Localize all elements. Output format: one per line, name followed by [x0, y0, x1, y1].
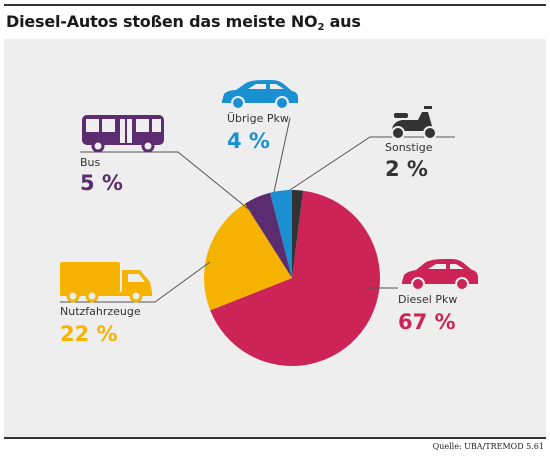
leader-line-uebrige — [273, 117, 291, 193]
car-icon-diesel — [402, 259, 478, 291]
leader-line-bus — [80, 151, 253, 213]
label-uebrige-pkw: Übrige Pkw — [227, 112, 289, 125]
pie-slice-bus — [244, 192, 292, 278]
car-icon-uebrige — [222, 80, 298, 110]
scooter-icon — [391, 106, 437, 140]
label-bus: Bus — [80, 156, 101, 169]
pie-slice-nutzfahrzeuge — [204, 203, 292, 311]
title-subscript: 2 — [317, 22, 325, 33]
bus-icon — [82, 115, 164, 153]
value-bus: 5 % — [80, 171, 123, 195]
value-nutzfahrzeuge: 22 % — [60, 322, 118, 346]
label-nutzfahrzeuge: Nutzfahrzeuge — [60, 305, 141, 318]
value-sonstige: 2 % — [385, 157, 428, 181]
label-sonstige: Sonstige — [385, 141, 433, 154]
bottom-rule — [4, 437, 546, 439]
value-uebrige-pkw: 4 % — [227, 129, 270, 153]
pie-slice-sonstige — [292, 190, 304, 278]
chart-title: Diesel-Autos stoßen das meiste NO2 aus — [6, 12, 361, 33]
title-main: Diesel-Autos stoßen das meiste NO — [6, 12, 318, 31]
title-tail: aus — [324, 12, 361, 31]
source-note: Quelle: UBA/TREMOD 5.61 — [432, 442, 544, 451]
top-rule — [4, 4, 546, 6]
pie-slice-diesel-pkw — [210, 190, 381, 366]
pie-slice-übrige-pkw — [270, 190, 292, 278]
value-diesel-pkw: 67 % — [398, 310, 456, 334]
label-diesel-pkw: Diesel Pkw — [398, 293, 457, 306]
truck-icon — [60, 262, 152, 303]
